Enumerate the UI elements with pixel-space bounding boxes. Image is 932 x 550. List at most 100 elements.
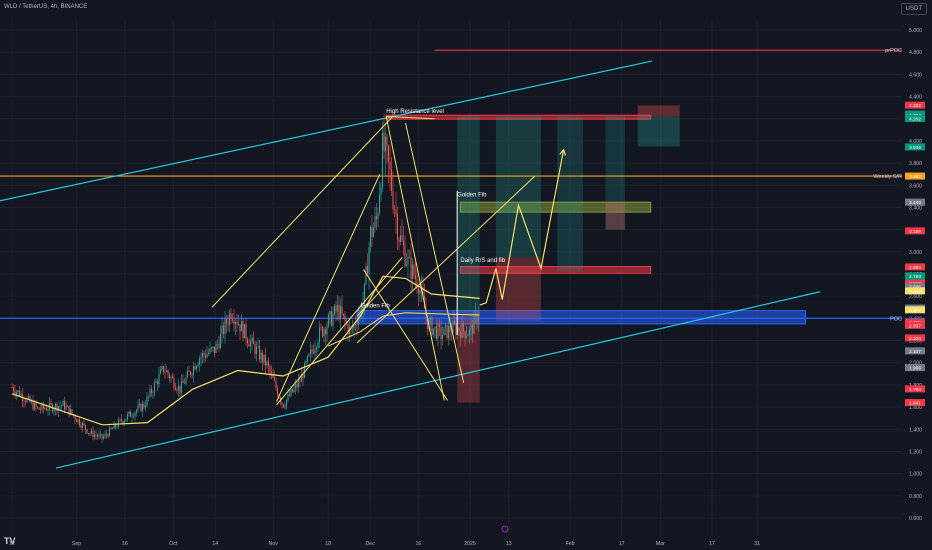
poc-line-label: POC	[890, 316, 902, 322]
price-tag	[905, 321, 925, 329]
candle-body	[408, 256, 411, 258]
golden-fib-zone-lower	[356, 310, 807, 325]
position-box	[605, 116, 625, 230]
candle-body	[449, 325, 451, 333]
candle-body	[269, 366, 271, 372]
candle-body	[353, 323, 355, 329]
candle-body	[122, 421, 124, 424]
candle-body	[135, 410, 138, 413]
candle-body	[186, 370, 189, 378]
candle-body	[111, 428, 114, 430]
candle-body	[357, 315, 360, 325]
candle-body	[44, 408, 46, 409]
tradingview-logo: TV	[4, 536, 16, 546]
price-tag	[905, 347, 925, 355]
y-tick-label: 2.000	[909, 361, 922, 367]
candle-body	[360, 308, 363, 314]
event-icon	[501, 525, 509, 533]
position-box	[637, 116, 680, 147]
candle-body	[311, 349, 313, 352]
candle-body	[89, 433, 91, 434]
candle-body	[383, 132, 385, 152]
candle-body	[246, 339, 249, 344]
y-tick-label: 2.600	[909, 294, 922, 300]
candle-body	[473, 314, 475, 334]
price-tag-label: 2.337	[909, 323, 921, 329]
x-tick-label: 13	[506, 541, 512, 547]
candle-body	[327, 315, 330, 327]
candle-body	[222, 325, 225, 335]
candle-body	[411, 264, 414, 279]
candle-body	[263, 354, 265, 363]
candle-body	[191, 374, 193, 376]
candle-body	[32, 401, 34, 410]
candle-body	[284, 406, 286, 408]
currency-unit-button[interactable]: USDT	[900, 3, 927, 15]
candle-body	[39, 409, 42, 411]
price-tag	[905, 115, 925, 123]
candle-body	[432, 328, 435, 335]
candle-body	[200, 356, 202, 359]
candle-body	[215, 344, 217, 353]
price-tag	[905, 101, 925, 109]
symbol-header: WLD / TetherUS, 4h, BINANCE	[4, 4, 88, 10]
x-tick-label: 31	[754, 541, 760, 547]
y-tick-label: 4.000	[909, 139, 922, 145]
candle-body	[374, 216, 376, 228]
candle-body	[105, 433, 108, 435]
candle-body	[77, 419, 79, 422]
price-tag-label: 2.648	[909, 289, 921, 295]
x-tick-label: 2025	[464, 541, 476, 547]
candle-body	[59, 405, 61, 407]
candle-body	[275, 380, 277, 388]
candle-body	[27, 396, 30, 399]
price-tag-label: 4.322	[909, 103, 921, 109]
candle-body	[285, 399, 288, 407]
candle-body	[354, 323, 357, 325]
candle-body	[42, 404, 45, 409]
candle-body	[444, 324, 447, 328]
candle-body	[189, 371, 192, 375]
candle-body	[282, 404, 285, 408]
candle-body	[318, 326, 321, 343]
price-tag	[905, 287, 925, 295]
candle-body	[294, 384, 297, 389]
price-tag	[905, 263, 925, 271]
candle-body	[435, 326, 438, 339]
candle-body	[141, 403, 144, 412]
candle-body	[116, 426, 118, 428]
candle-body	[198, 358, 201, 365]
position-box	[557, 116, 583, 272]
position-box	[457, 116, 480, 313]
y-tick-label: 5.000	[909, 28, 922, 34]
candle-body	[276, 387, 279, 396]
candle-body	[36, 406, 39, 408]
price-tag-label: 1.764	[909, 387, 921, 393]
candle-body	[86, 429, 88, 434]
candle-body	[288, 394, 291, 396]
candle-body	[474, 313, 477, 315]
candle-body	[11, 387, 13, 388]
candle-body	[461, 323, 463, 338]
candle-body	[165, 370, 168, 373]
trend-line	[356, 267, 403, 317]
candle-body	[107, 434, 109, 437]
candle-body	[468, 329, 471, 336]
candle-body	[216, 343, 219, 345]
candle-body	[426, 315, 429, 329]
trend-line	[386, 116, 435, 120]
trend-line	[363, 269, 448, 401]
candle-body	[261, 352, 264, 363]
price-tag-label: 3.683	[909, 174, 921, 180]
candle-body	[147, 395, 150, 397]
price-tag-label: 2.783	[909, 274, 921, 280]
y-tick-label: 0.800	[909, 494, 922, 500]
candle-body	[128, 411, 130, 415]
price-tag-label: 1.641	[909, 401, 921, 407]
candle-body	[380, 187, 382, 196]
candle-body	[93, 434, 96, 438]
candle-body	[405, 264, 408, 266]
candle-body	[309, 349, 312, 355]
candle-body	[335, 305, 337, 312]
